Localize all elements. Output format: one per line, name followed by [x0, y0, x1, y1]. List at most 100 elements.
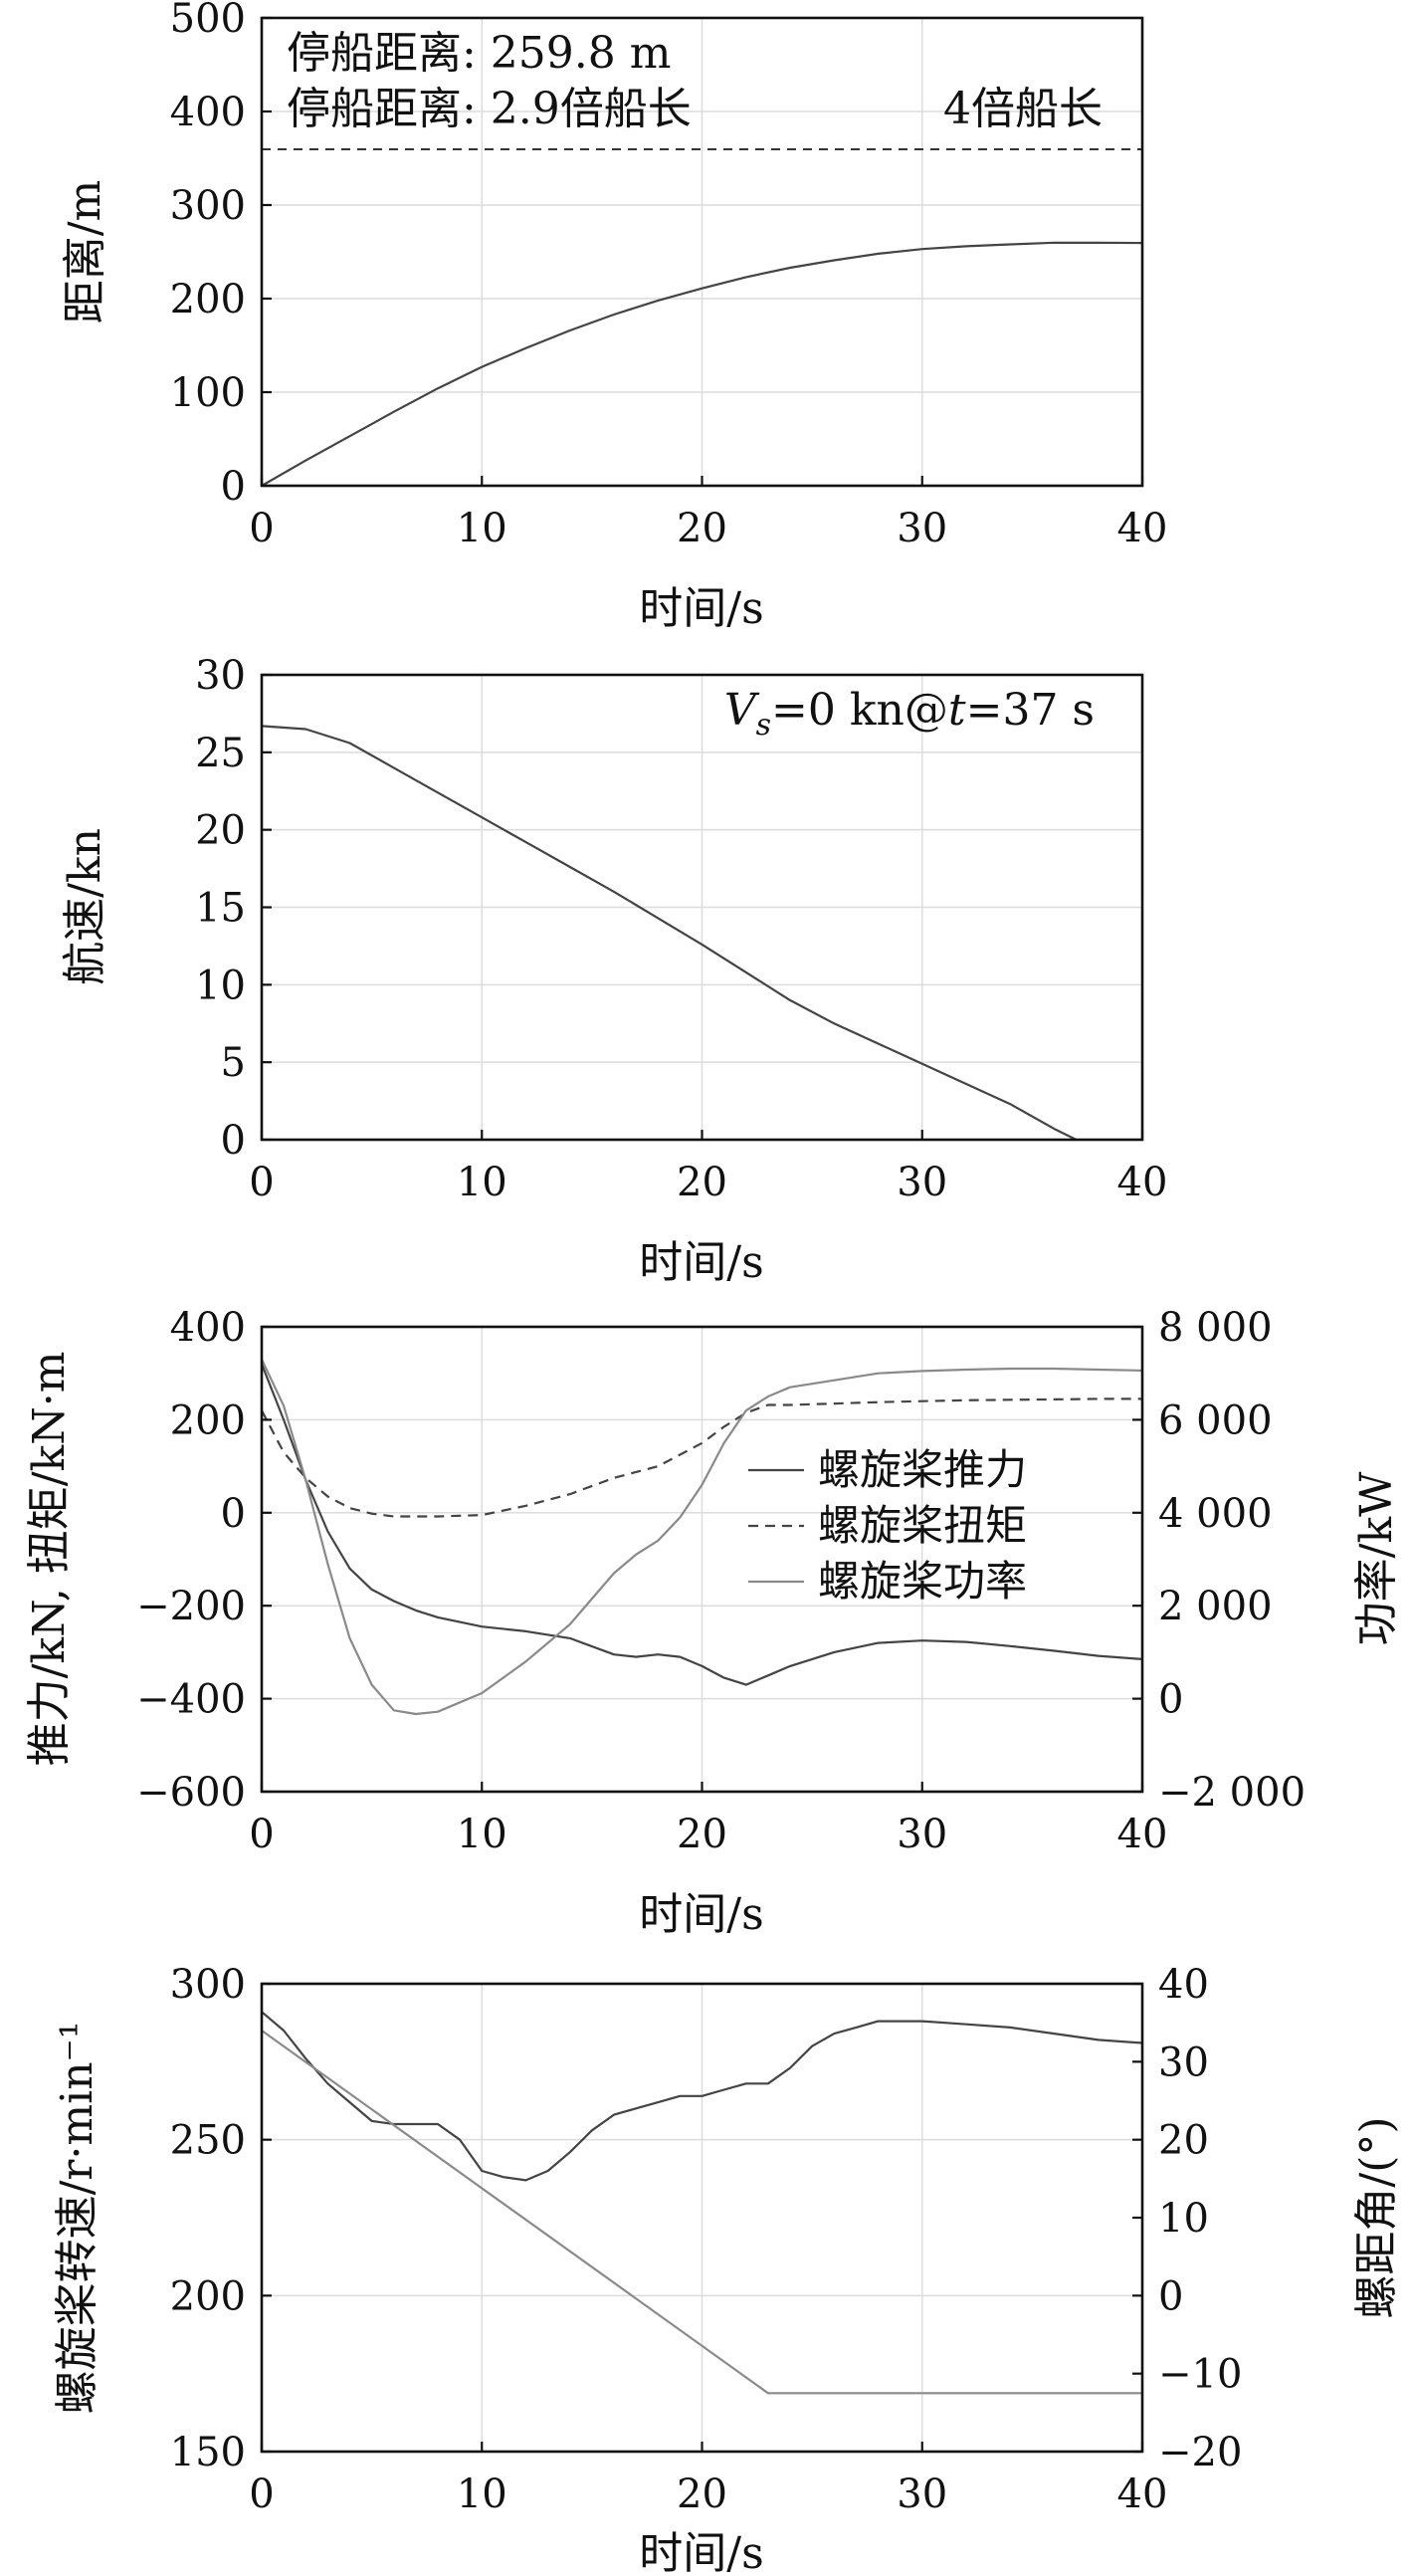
- series-group: [261, 2011, 1143, 2395]
- y-tick-label: 200: [170, 1397, 246, 1443]
- x-tick-label: 0: [249, 2471, 274, 2517]
- x-tick-label: 10: [457, 2471, 507, 2517]
- y-right-tick-label: 0: [1158, 1677, 1183, 1723]
- y-tick-label: 300: [170, 1962, 246, 2008]
- y-tick-label: −400: [136, 1677, 246, 1723]
- y-right-tick-label: 6 000: [1158, 1397, 1273, 1443]
- x-axis-label: 时间/s: [639, 583, 763, 634]
- x-tick-label: 10: [457, 506, 507, 551]
- y-axis-label: 距离/m: [60, 180, 110, 324]
- x-tick-label: 40: [1117, 1812, 1168, 1857]
- ticks: 0 10 20 30 40 150 200 250 300 −20 −10 0 10 20 30 40: [170, 1962, 1243, 2517]
- y-right-tick-label: 8 000: [1158, 1305, 1273, 1351]
- y-tick-label: 300: [170, 183, 246, 229]
- y-tick-label: 200: [170, 277, 246, 322]
- y-tick-label: 100: [170, 370, 246, 416]
- y-tick-label: 10: [195, 963, 246, 1008]
- y-tick-label: 0: [221, 464, 246, 510]
- stopping-distance-ratio-annotation: 停船距离: 2.9倍船长: [287, 84, 692, 134]
- y-tick-label: 5: [221, 1040, 246, 1086]
- y-tick-label: 30: [195, 653, 246, 699]
- y-axis-label: 螺旋桨转速/r·min⁻¹: [52, 2022, 102, 2415]
- y-tick-label: 400: [170, 90, 246, 135]
- annot-t-symbol: t: [948, 685, 966, 736]
- grid: [261, 674, 1143, 1141]
- y-tick-label: 20: [195, 808, 246, 854]
- y-tick-label: −600: [136, 1770, 246, 1816]
- series-group: [261, 725, 1078, 1141]
- y-right-tick-label: −2 000: [1158, 1770, 1306, 1816]
- grid: [261, 1983, 1143, 2453]
- y-tick-label: −200: [136, 1584, 246, 1629]
- legend-label-thrust: 螺旋桨推力: [818, 1445, 1027, 1494]
- x-tick-label: 30: [897, 2471, 947, 2517]
- x-tick-label: 40: [1117, 1160, 1168, 1205]
- series-line-1: [260, 1363, 1143, 1686]
- x-tick-label: 30: [897, 506, 947, 551]
- legend-label-torque: 螺旋桨扭矩: [818, 1501, 1027, 1550]
- y-axis-label: 航速/kn: [60, 828, 110, 985]
- annot-vs-symbol: V: [724, 685, 760, 736]
- legend-label-power: 螺旋桨功率: [818, 1557, 1027, 1606]
- y-tick-label: 150: [170, 2430, 246, 2475]
- y-right-tick-label: 20: [1158, 2118, 1209, 2164]
- y-right-tick-label: 10: [1158, 2196, 1209, 2242]
- y-tick-label: 0: [221, 1118, 246, 1164]
- annot-value: =0 kn@: [771, 685, 948, 736]
- annot-time: =37 s: [966, 685, 1095, 736]
- legend: 螺旋桨推力 螺旋桨扭矩 螺旋桨功率: [748, 1445, 1027, 1606]
- y-axis-label: 推力/kN, 扭矩/kN·m: [24, 1352, 75, 1767]
- y-tick-label: 15: [195, 886, 246, 932]
- y-right-tick-label: −20: [1158, 2430, 1242, 2475]
- four-ship-length-label: 4倍船长: [943, 84, 1103, 134]
- y-tick-label: 500: [170, 0, 246, 42]
- x-tick-label: 20: [677, 1812, 727, 1857]
- y-right-tick-label: 0: [1158, 2273, 1183, 2319]
- y-axis-label-right: 功率/kW: [1351, 1471, 1402, 1645]
- y-right-tick-label: 40: [1158, 1962, 1209, 2008]
- x-axis-label: 时间/s: [639, 1889, 763, 1940]
- series-group: [260, 1359, 1143, 1716]
- x-tick-label: 30: [897, 1812, 947, 1857]
- x-tick-label: 20: [677, 1160, 727, 1205]
- stopping-distance-annotation: 停船距离: 259.8 m: [287, 28, 671, 79]
- series-line-2: [261, 1397, 1142, 1518]
- y-right-tick-label: 4 000: [1158, 1491, 1273, 1537]
- y-right-tick-label: 2 000: [1158, 1584, 1273, 1629]
- x-axis-label: 时间/s: [639, 2528, 763, 2576]
- y-tick-label: 200: [170, 2273, 246, 2319]
- x-tick-label: 0: [249, 1812, 274, 1857]
- series-group: [261, 241, 1143, 487]
- y-tick-label: 400: [170, 1305, 246, 1351]
- y-right-tick-label: 30: [1158, 2039, 1209, 2085]
- x-tick-label: 40: [1117, 2471, 1168, 2517]
- x-tick-label: 20: [677, 2471, 727, 2517]
- ticks: 0 10 20 30 40 0 5 10 15 20 25 30: [195, 653, 1167, 1205]
- x-tick-label: 20: [677, 506, 727, 551]
- y-tick-label: 25: [195, 731, 246, 776]
- series-line-2: [261, 2030, 1142, 2395]
- y-axis-label-right: 螺距角/(°): [1351, 2116, 1402, 2318]
- x-tick-label: 0: [249, 506, 274, 551]
- x-tick-label: 10: [457, 1812, 507, 1857]
- x-tick-label: 40: [1117, 506, 1168, 551]
- x-axis-label: 时间/s: [639, 1237, 763, 1288]
- speed-chart: 0 10 20 30 40 0 5 10 15 20 25 30 时间/s 航速/kn Vs=0 kn…: [60, 653, 1167, 1288]
- annot-vs-subscript: s: [756, 708, 771, 743]
- series-line-1: [261, 725, 1078, 1141]
- y-tick-label: 0: [221, 1491, 246, 1537]
- y-right-tick-label: −10: [1158, 2352, 1242, 2398]
- series-line-3: [261, 1359, 1143, 1716]
- series-line-1: [261, 241, 1143, 487]
- x-tick-label: 30: [897, 1160, 947, 1205]
- stop-time-annotation: Vs=0 kn@t=37 s: [724, 685, 1095, 743]
- x-tick-label: 10: [457, 1160, 507, 1205]
- thrust-torque-power-chart: 0 10 20 30 40 −600 −400 −200 0 200 400 −2 000 0 2 000…: [24, 1305, 1402, 1940]
- rpm-pitch-chart: 0 10 20 30 40 150 200 250 300 −20 −10 0 10 20 30 40 时间/…: [52, 1962, 1402, 2576]
- y-tick-label: 250: [170, 2118, 246, 2164]
- ticks: 0 10 20 30 40 −600 −400 −200 0 200 400 −2 000 0 2 000…: [136, 1305, 1306, 1857]
- x-tick-label: 0: [249, 1160, 274, 1205]
